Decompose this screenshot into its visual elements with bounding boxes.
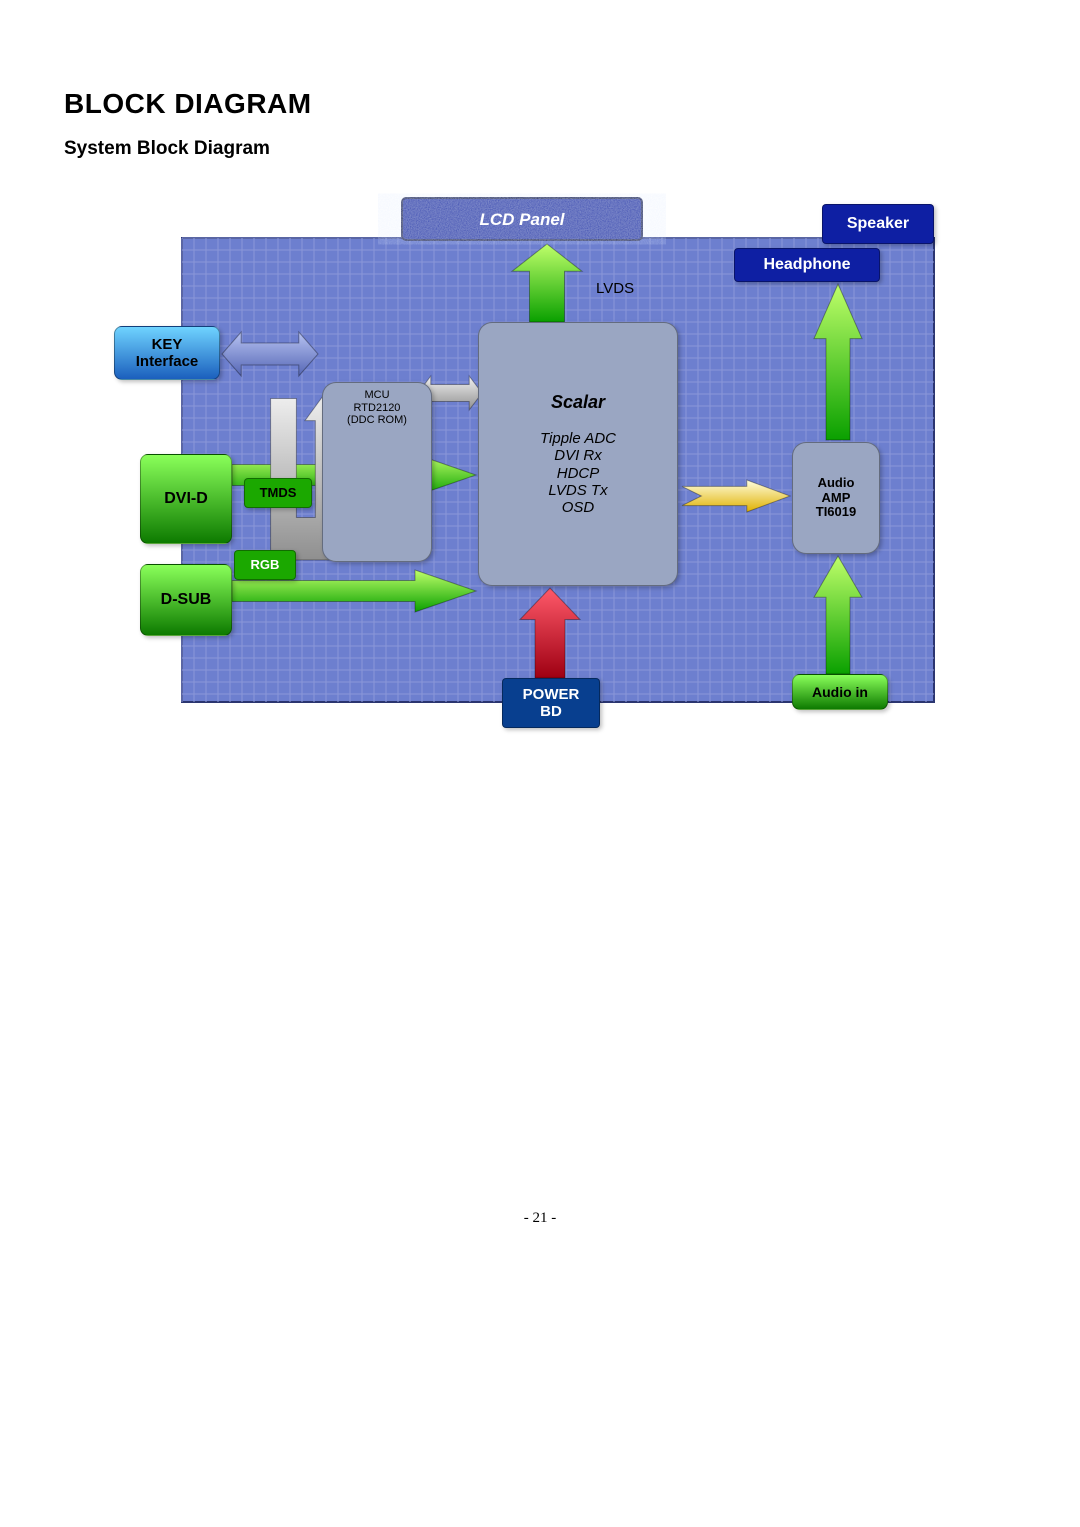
node-audio_amp: AudioAMPTI6019 [792, 442, 880, 554]
node-d_sub: D-SUB [140, 564, 232, 636]
node-lcd_panel: LCD Panel [402, 198, 642, 240]
node-speaker: Speaker [822, 204, 934, 244]
node-key_interface: KEYInterface [114, 326, 220, 380]
node-dvi_d: DVI-D [140, 454, 232, 544]
node-rgb: RGB [234, 550, 296, 580]
node-scalar: ScalarTipple ADCDVI RxHDCPLVDS TxOSD [478, 322, 678, 586]
node-headphone: Headphone [734, 248, 880, 282]
lvds-label: LVDS [596, 280, 634, 297]
node-tmds: TMDS [244, 478, 312, 508]
section-title: System Block Diagram [64, 138, 270, 160]
svg-text:LCD Panel: LCD Panel [479, 210, 565, 229]
node-mcu: MCURTD2120(DDC ROM) [322, 382, 432, 562]
node-audio_in: Audio in [792, 674, 888, 710]
page-title: BLOCK DIAGRAM [64, 88, 312, 120]
block-diagram: LCD Panel Speaker Headphone KEYInterface MC… [64, 184, 1012, 744]
node-power_bd: POWERBD [502, 678, 600, 728]
page-number: - 21 - [0, 1210, 1080, 1227]
